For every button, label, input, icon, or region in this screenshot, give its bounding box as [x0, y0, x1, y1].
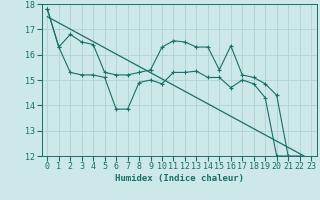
- X-axis label: Humidex (Indice chaleur): Humidex (Indice chaleur): [115, 174, 244, 183]
